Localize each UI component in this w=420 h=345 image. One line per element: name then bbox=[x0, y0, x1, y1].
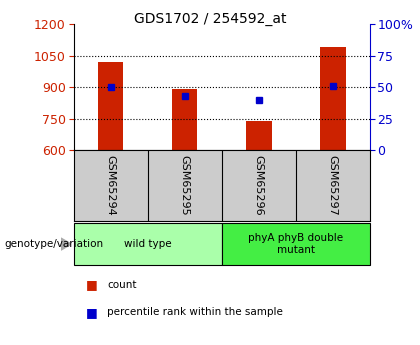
FancyBboxPatch shape bbox=[222, 224, 370, 265]
Bar bbox=[97, 62, 123, 150]
Text: ■: ■ bbox=[86, 278, 98, 291]
Bar bbox=[246, 121, 271, 150]
Polygon shape bbox=[61, 238, 71, 250]
FancyBboxPatch shape bbox=[74, 224, 222, 265]
Text: GSM65297: GSM65297 bbox=[328, 155, 338, 216]
Text: percentile rank within the sample: percentile rank within the sample bbox=[107, 307, 283, 317]
Text: GSM65294: GSM65294 bbox=[105, 155, 116, 216]
Text: GDS1702 / 254592_at: GDS1702 / 254592_at bbox=[134, 12, 286, 26]
Text: ■: ■ bbox=[86, 306, 98, 319]
Text: genotype/variation: genotype/variation bbox=[4, 239, 103, 249]
Text: GSM65295: GSM65295 bbox=[179, 155, 189, 216]
Text: phyA phyB double
mutant: phyA phyB double mutant bbox=[248, 233, 343, 255]
Text: count: count bbox=[107, 280, 136, 289]
Bar bbox=[320, 47, 346, 150]
Bar bbox=[172, 89, 197, 150]
Text: GSM65296: GSM65296 bbox=[254, 155, 264, 216]
Text: wild type: wild type bbox=[124, 239, 171, 249]
